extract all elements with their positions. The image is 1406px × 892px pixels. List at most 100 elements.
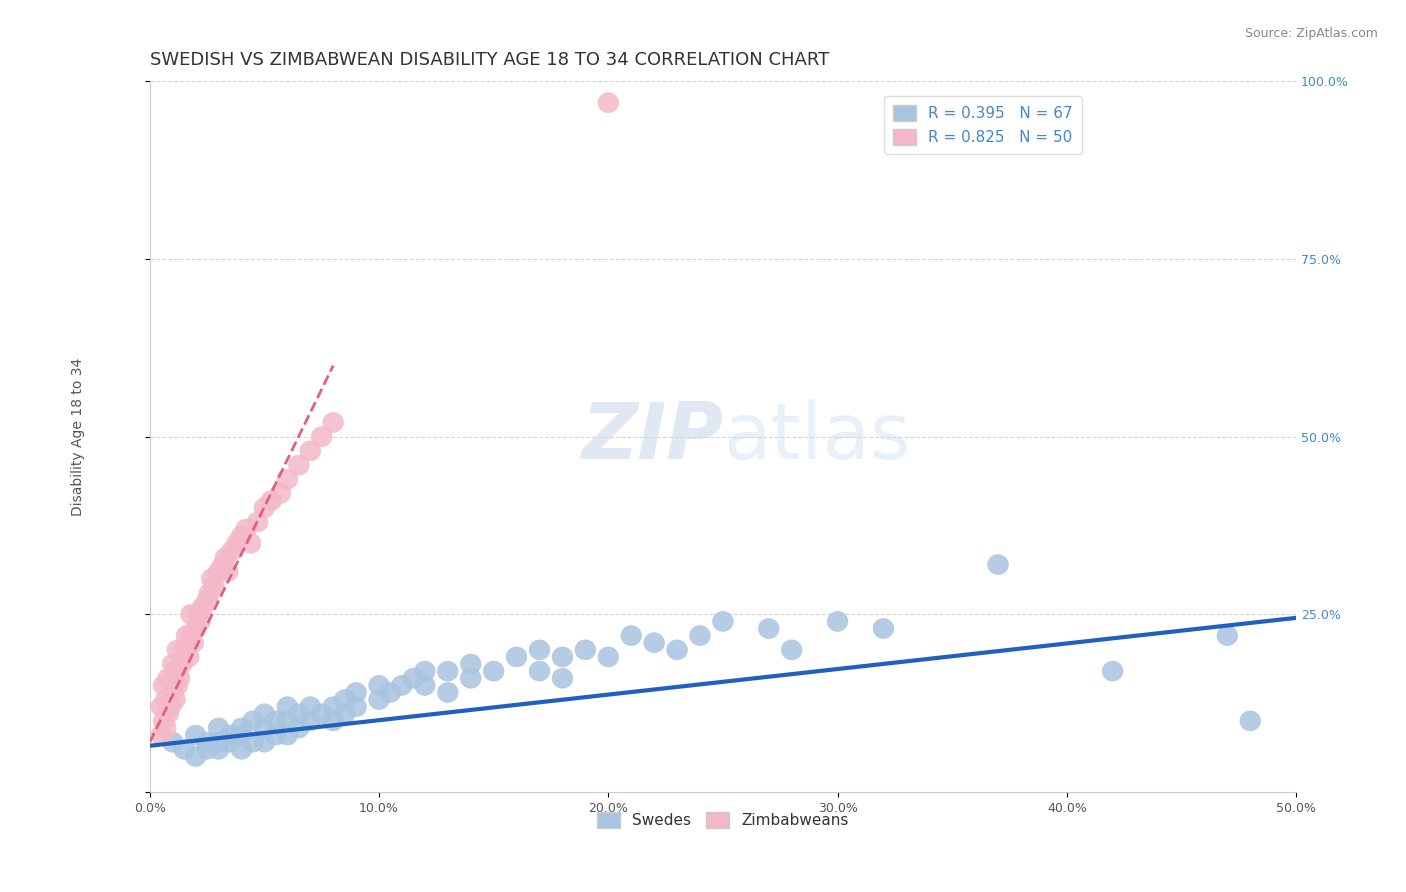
Ellipse shape: [758, 618, 779, 639]
Ellipse shape: [988, 555, 1008, 574]
Ellipse shape: [713, 611, 734, 632]
Legend: Swedes, Zimbabweans: Swedes, Zimbabweans: [591, 805, 855, 834]
Ellipse shape: [323, 697, 343, 716]
Text: atlas: atlas: [723, 399, 911, 475]
Ellipse shape: [240, 533, 262, 553]
Ellipse shape: [162, 654, 183, 674]
Ellipse shape: [174, 739, 194, 759]
Ellipse shape: [231, 739, 252, 759]
Ellipse shape: [553, 647, 572, 667]
Ellipse shape: [150, 725, 172, 745]
Ellipse shape: [598, 647, 619, 667]
Ellipse shape: [153, 675, 174, 696]
Ellipse shape: [236, 519, 256, 539]
Ellipse shape: [165, 661, 186, 681]
Ellipse shape: [277, 711, 298, 731]
Ellipse shape: [827, 611, 848, 632]
Ellipse shape: [215, 548, 236, 567]
Ellipse shape: [277, 725, 298, 745]
Ellipse shape: [226, 533, 247, 553]
Ellipse shape: [254, 732, 274, 752]
Ellipse shape: [208, 718, 229, 738]
Ellipse shape: [167, 640, 187, 660]
Ellipse shape: [254, 718, 274, 738]
Ellipse shape: [156, 690, 176, 709]
Ellipse shape: [782, 640, 801, 660]
Ellipse shape: [160, 697, 181, 716]
Ellipse shape: [157, 668, 179, 689]
Ellipse shape: [162, 682, 183, 702]
Ellipse shape: [208, 562, 229, 582]
Ellipse shape: [644, 632, 665, 653]
Ellipse shape: [335, 690, 354, 709]
Ellipse shape: [323, 711, 343, 731]
Ellipse shape: [162, 732, 183, 752]
Ellipse shape: [437, 682, 458, 702]
Ellipse shape: [150, 697, 172, 716]
Ellipse shape: [181, 605, 201, 624]
Ellipse shape: [404, 668, 423, 689]
Ellipse shape: [529, 640, 550, 660]
Y-axis label: Disability Age 18 to 34: Disability Age 18 to 34: [72, 358, 86, 516]
Ellipse shape: [254, 704, 274, 723]
Ellipse shape: [186, 618, 205, 639]
Ellipse shape: [231, 526, 252, 546]
Ellipse shape: [484, 661, 503, 681]
Ellipse shape: [190, 611, 211, 632]
Ellipse shape: [187, 605, 208, 624]
Ellipse shape: [575, 640, 596, 660]
Ellipse shape: [299, 441, 321, 461]
Ellipse shape: [201, 569, 222, 589]
Ellipse shape: [270, 483, 291, 503]
Ellipse shape: [186, 725, 205, 745]
Ellipse shape: [153, 711, 174, 731]
Ellipse shape: [197, 732, 218, 752]
Ellipse shape: [254, 498, 274, 517]
Ellipse shape: [460, 668, 481, 689]
Ellipse shape: [200, 583, 219, 603]
Ellipse shape: [208, 732, 229, 752]
Ellipse shape: [380, 682, 401, 702]
Ellipse shape: [460, 654, 481, 674]
Ellipse shape: [368, 675, 389, 696]
Ellipse shape: [335, 704, 354, 723]
Ellipse shape: [368, 690, 389, 709]
Ellipse shape: [323, 412, 343, 433]
Ellipse shape: [873, 618, 894, 639]
Ellipse shape: [231, 718, 252, 738]
Ellipse shape: [172, 654, 193, 674]
Ellipse shape: [212, 555, 233, 574]
Ellipse shape: [437, 661, 458, 681]
Ellipse shape: [529, 661, 550, 681]
Ellipse shape: [167, 675, 187, 696]
Ellipse shape: [222, 541, 243, 560]
Ellipse shape: [266, 725, 287, 745]
Ellipse shape: [346, 682, 367, 702]
Ellipse shape: [181, 625, 201, 646]
Ellipse shape: [415, 675, 436, 696]
Ellipse shape: [186, 747, 205, 766]
Ellipse shape: [169, 668, 190, 689]
Ellipse shape: [197, 739, 218, 759]
Ellipse shape: [243, 711, 263, 731]
Text: SWEDISH VS ZIMBABWEAN DISABILITY AGE 18 TO 34 CORRELATION CHART: SWEDISH VS ZIMBABWEAN DISABILITY AGE 18 …: [150, 51, 830, 69]
Ellipse shape: [174, 640, 194, 660]
Ellipse shape: [666, 640, 688, 660]
Ellipse shape: [506, 647, 527, 667]
Ellipse shape: [208, 739, 229, 759]
Ellipse shape: [299, 711, 321, 731]
Ellipse shape: [231, 725, 252, 745]
Text: ZIP: ZIP: [581, 399, 723, 475]
Ellipse shape: [311, 704, 332, 723]
Ellipse shape: [193, 598, 212, 617]
Ellipse shape: [219, 725, 240, 745]
Ellipse shape: [247, 512, 269, 532]
Ellipse shape: [346, 697, 367, 716]
Ellipse shape: [299, 697, 321, 716]
Ellipse shape: [288, 455, 309, 475]
Ellipse shape: [183, 632, 204, 653]
Ellipse shape: [266, 711, 287, 731]
Ellipse shape: [621, 625, 641, 646]
Ellipse shape: [1102, 661, 1123, 681]
Ellipse shape: [204, 576, 225, 596]
